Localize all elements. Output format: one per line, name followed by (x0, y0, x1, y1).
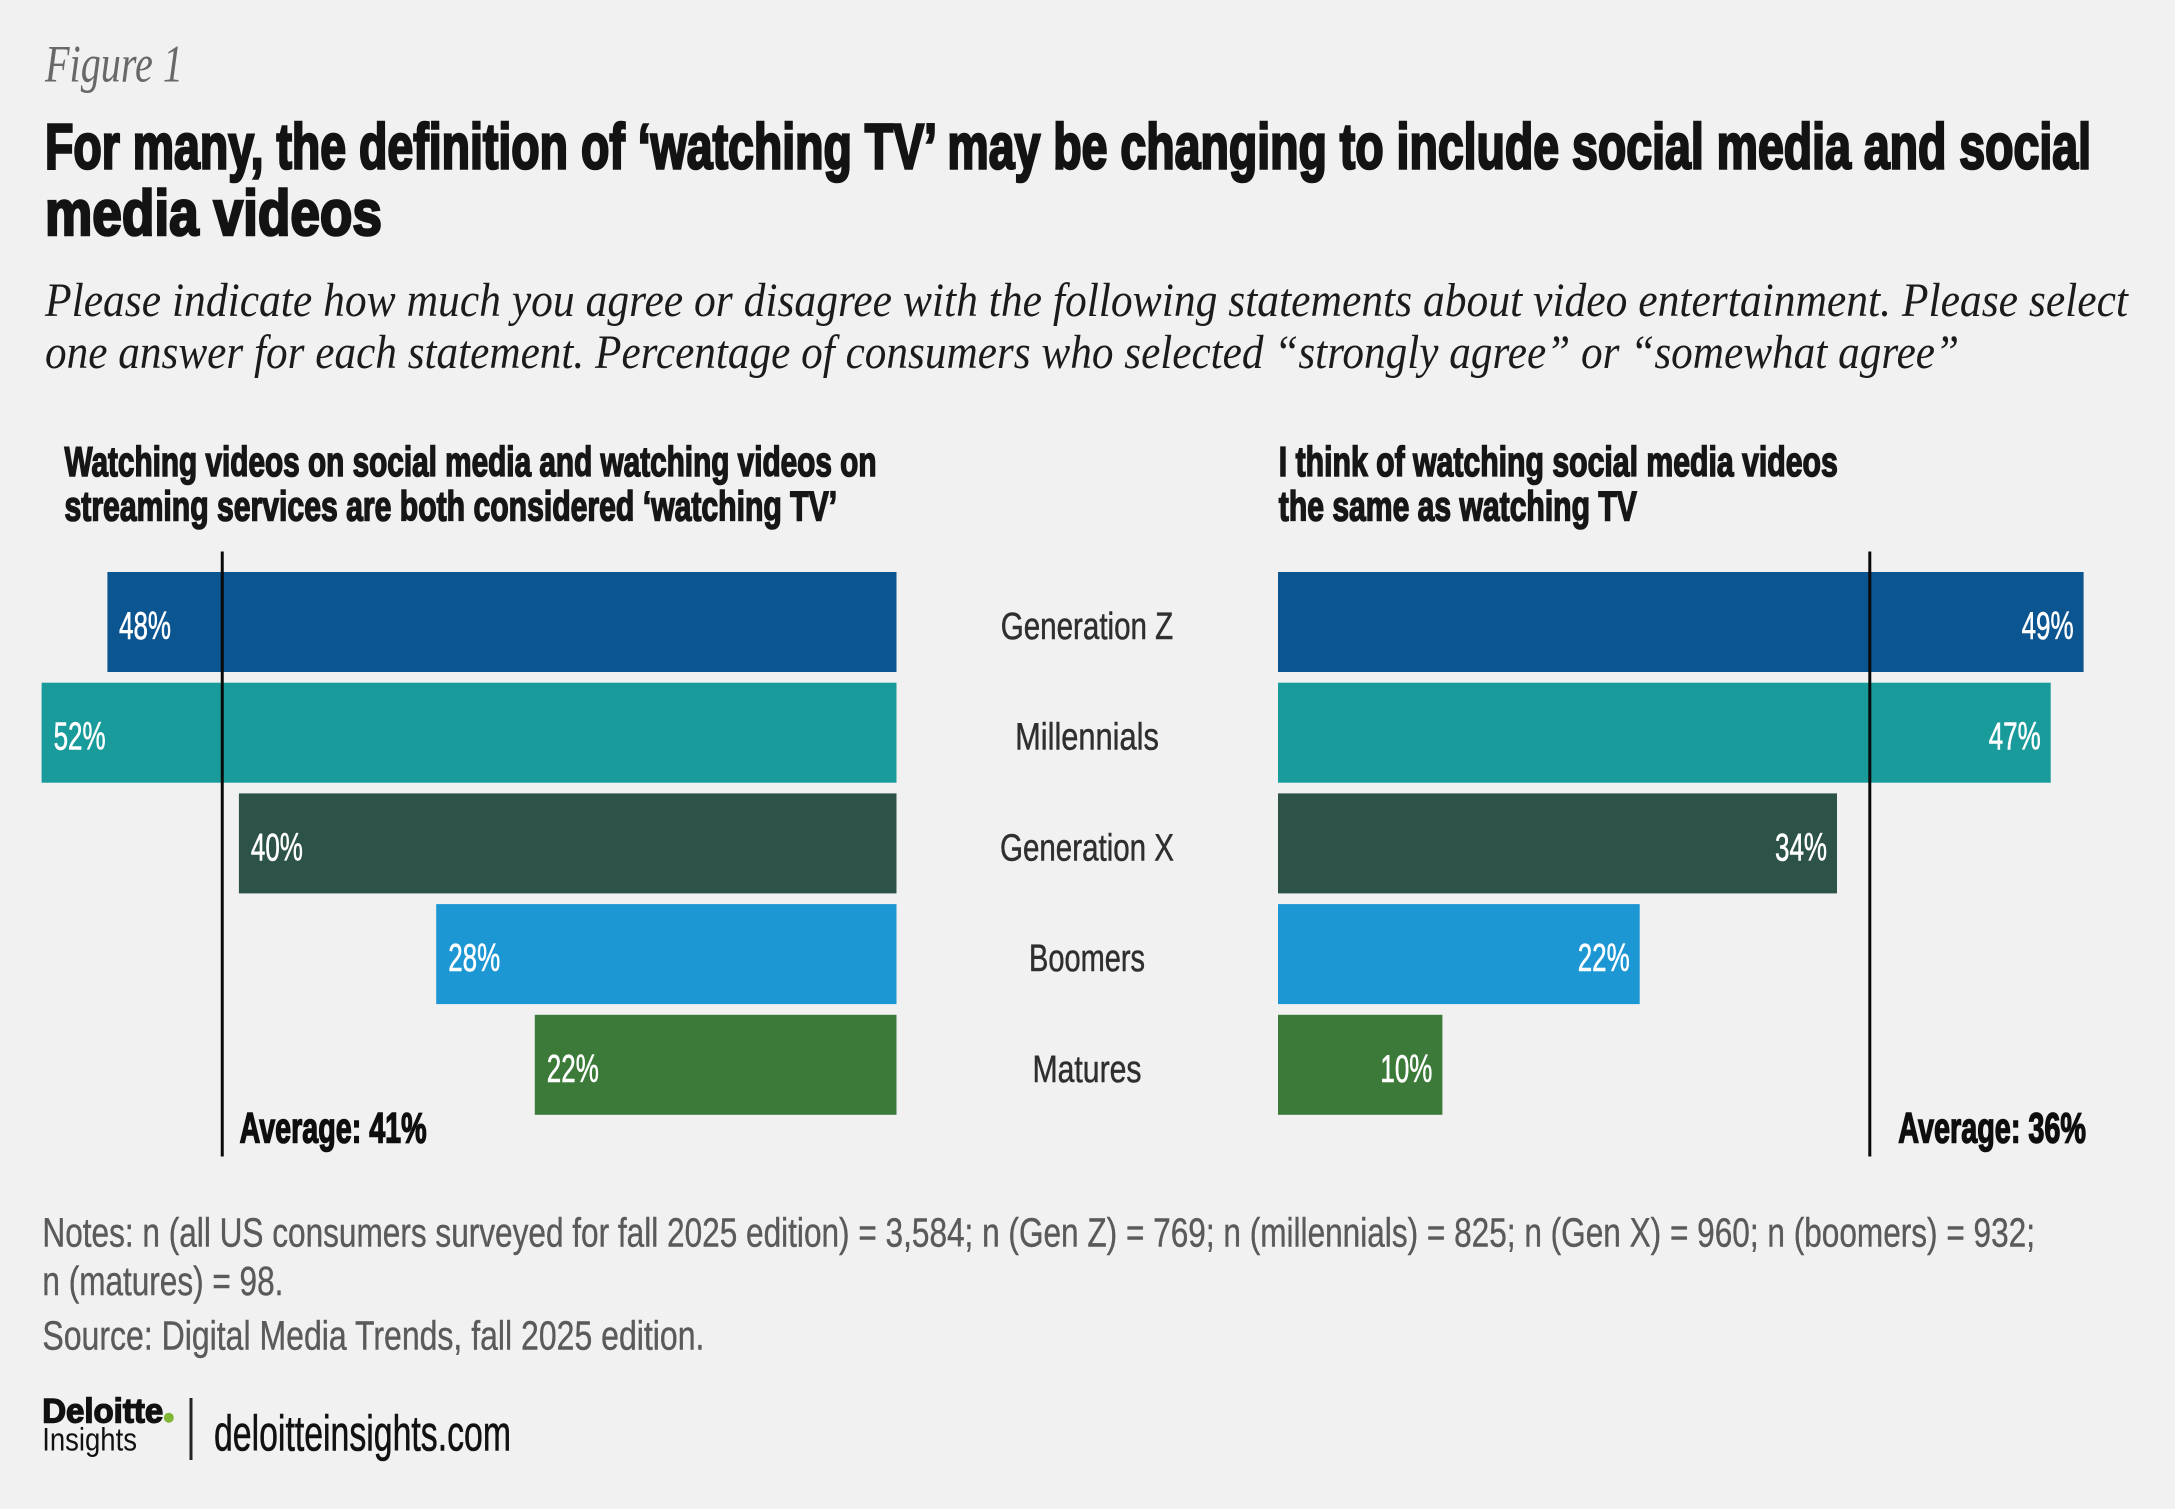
svg-text:10%: 10% (1380, 1048, 1432, 1091)
svg-text:Generation X: Generation X (1000, 827, 1174, 869)
svg-text:Matures: Matures (1033, 1049, 1142, 1091)
svg-text:Boomers: Boomers (1029, 938, 1145, 980)
svg-text:one answer for each statement.: one answer for each statement. Percentag… (45, 326, 1959, 379)
svg-text:28%: 28% (448, 937, 500, 980)
svg-text:Source: Digital Media Trends,: Source: Digital Media Trends, fall 2025 … (42, 1313, 704, 1359)
svg-text:Notes: n (all US consumers sur: Notes: n (all US consumers surveyed for … (42, 1209, 2035, 1255)
svg-text:n (matures) = 98.: n (matures) = 98. (42, 1258, 283, 1304)
svg-text:Average: 36%: Average: 36% (1898, 1105, 2086, 1153)
svg-text:Please indicate how much you a: Please indicate how much you agree or di… (44, 274, 2129, 327)
svg-text:34%: 34% (1775, 826, 1827, 869)
svg-text:40%: 40% (251, 826, 303, 869)
svg-text:47%: 47% (1989, 716, 2041, 759)
svg-text:22%: 22% (1578, 937, 1630, 980)
svg-text:Insights: Insights (42, 1422, 137, 1458)
svg-text:52%: 52% (54, 716, 106, 759)
svg-text:Millennials: Millennials (1015, 717, 1159, 759)
svg-text:For many, the definition of ‘w: For many, the definition of ‘watching TV… (45, 110, 2091, 182)
svg-text:48%: 48% (119, 605, 171, 648)
svg-text:deloitteinsights.com: deloitteinsights.com (214, 1406, 511, 1462)
svg-text:the same as watching TV: the same as watching TV (1279, 483, 1637, 530)
svg-text:Watching videos on social medi: Watching videos on social media and watc… (65, 438, 877, 485)
svg-text:Average: 41%: Average: 41% (240, 1105, 427, 1153)
svg-text:Figure 1: Figure 1 (44, 36, 183, 94)
svg-text:streaming services are both co: streaming services are both considered ‘… (65, 483, 838, 530)
svg-text:49%: 49% (2022, 605, 2074, 648)
svg-text:I think of watching social med: I think of watching social media videos (1279, 438, 1838, 485)
svg-text:Deloitte: Deloitte (42, 1393, 163, 1431)
svg-text:Generation Z: Generation Z (1001, 606, 1174, 648)
svg-text:22%: 22% (547, 1048, 599, 1091)
svg-text:media videos: media videos (45, 177, 382, 249)
